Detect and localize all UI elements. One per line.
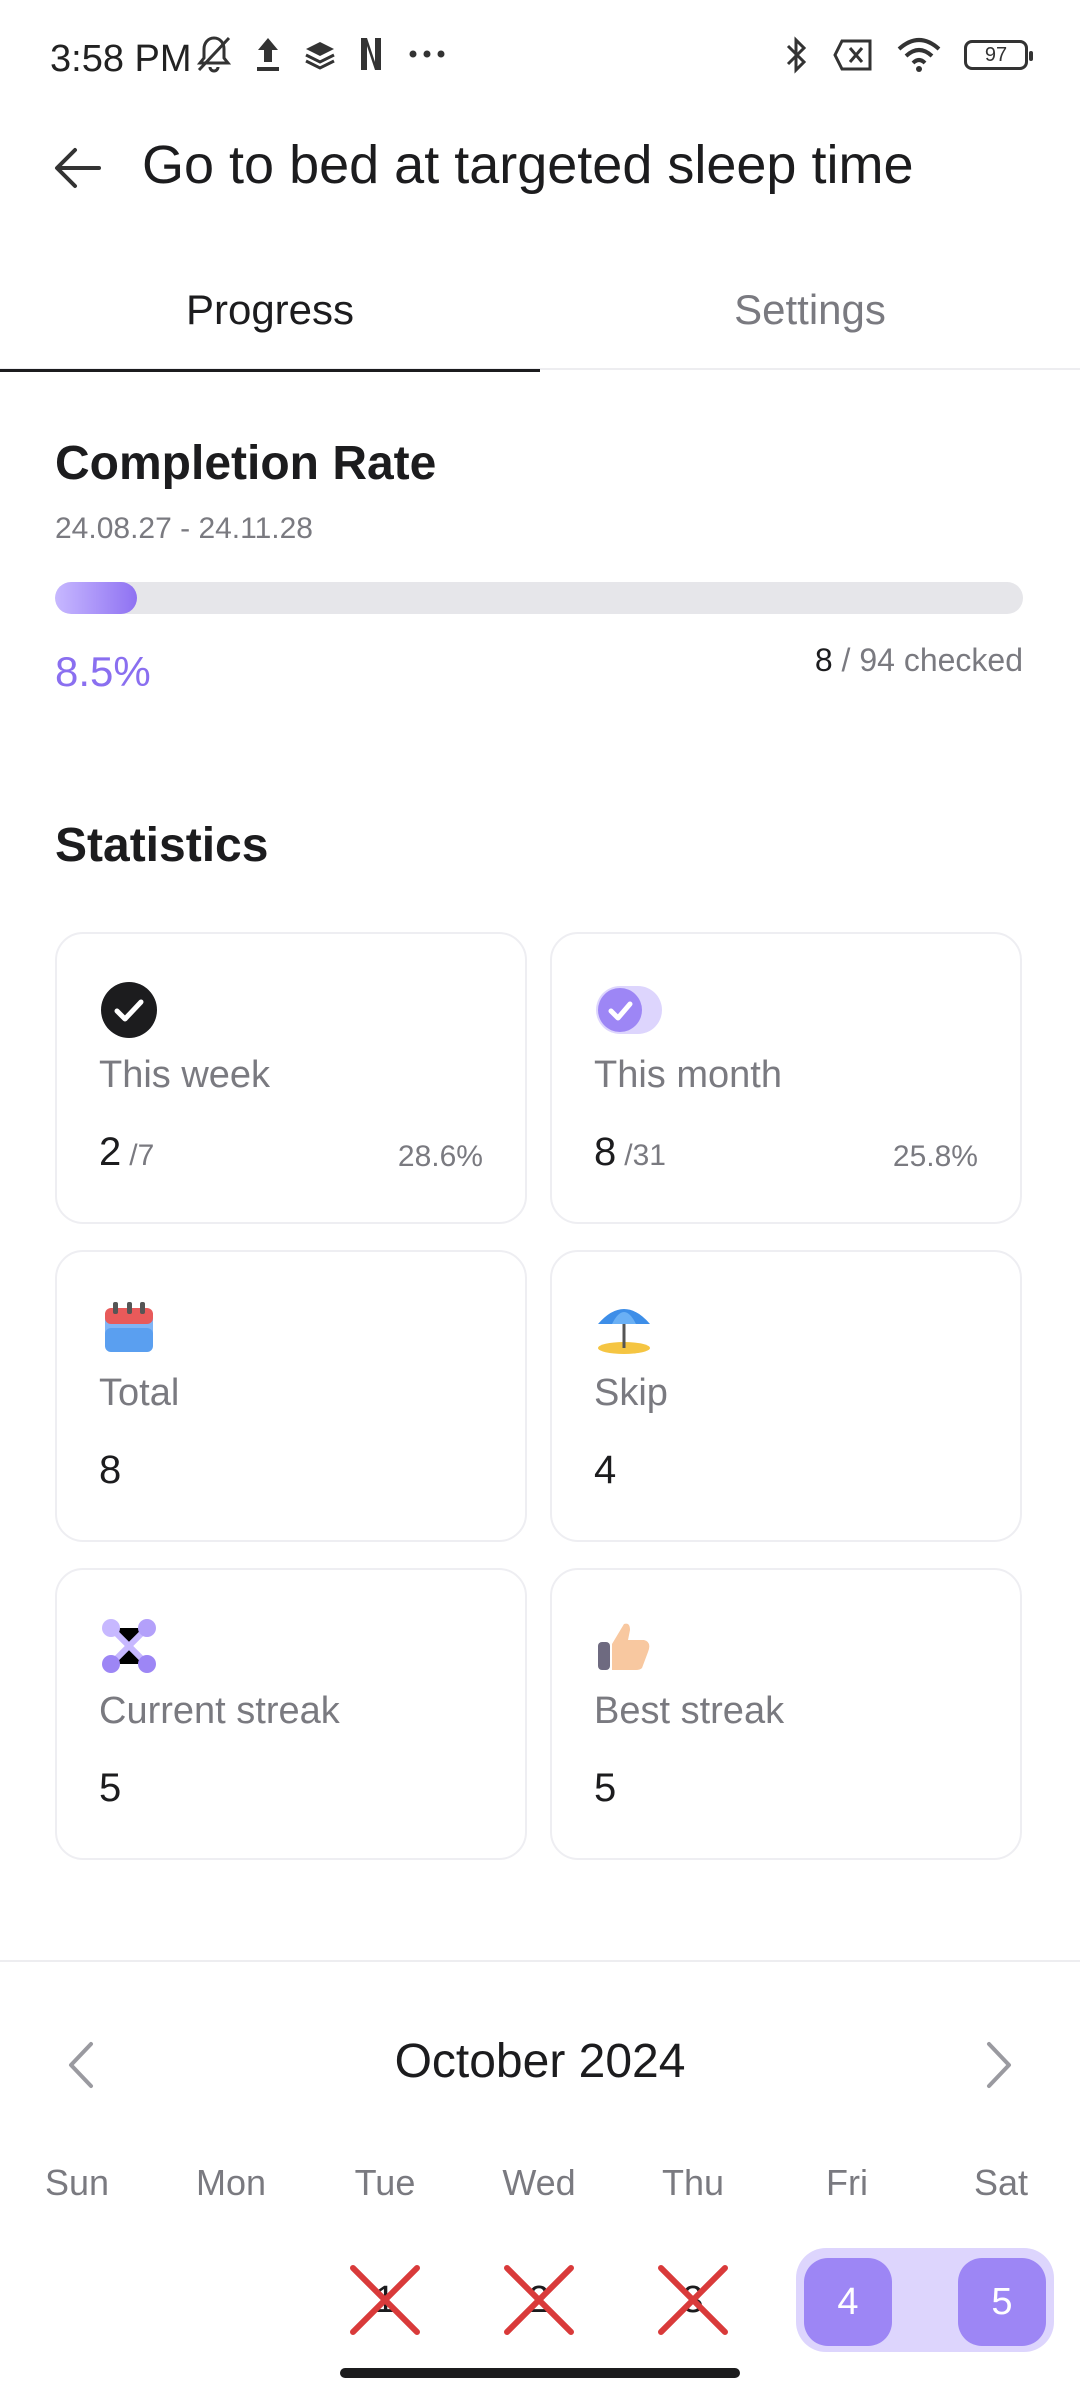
header: Go to bed at targeted sleep time [0,120,1080,220]
calendar-days-row: 1 2 3 4 5 [0,2248,1080,2360]
tab-bar: Progress Settings [0,250,1080,372]
stat-denominator: /31 [624,1139,666,1172]
statistics-title: Statistics [55,819,269,872]
weekday-label: Sun [44,2162,110,2203]
calendar-day-missed[interactable]: 3 [616,2250,770,2350]
stat-label: This week [99,1054,271,1096]
bluetooth-icon [786,36,807,74]
stat-card-skip: Skip 4 [550,1250,1022,1542]
stat-value: 8/31 [594,1130,666,1175]
stat-value-number: 2 [99,1130,122,1174]
chevron-right-icon [987,2042,1011,2088]
section-divider [0,1960,1080,1962]
status-icons-left [195,34,449,74]
next-month-button[interactable] [965,2030,1035,2100]
tab-progress[interactable]: Progress [0,250,540,372]
completion-progress-bar [55,582,1023,614]
stat-label: Skip [594,1372,668,1414]
weekday-label: Tue [354,2162,416,2203]
battery-indicator: 97 [964,40,1033,70]
sim-off-icon [833,39,872,71]
calendar-icon [105,1302,153,1352]
prev-month-button[interactable] [45,2030,115,2100]
stat-value-number: 8 [594,1130,617,1174]
date-range: 24.08.27 - 24.11.28 [55,512,313,545]
upload-icon [257,38,279,71]
weekday-label: Thu [661,2162,725,2203]
beach-umbrella-icon [598,1309,650,1354]
stat-value: 5 [594,1766,617,1810]
more-icon [409,50,445,58]
netflix-icon [361,38,381,70]
calendar-day-done[interactable]: 5 [958,2258,1046,2346]
stat-value: 5 [99,1766,122,1810]
completion-rate-title: Completion Rate [55,437,437,490]
status-bar: 3:58 PM 97 [0,0,1080,120]
stat-value: 2/7 [99,1130,154,1175]
check-circle-icon [101,982,157,1038]
stat-label: This month [594,1054,782,1096]
back-button[interactable] [46,136,110,200]
stat-label: Best streak [594,1690,785,1732]
thumbs-up-icon [598,1623,650,1670]
stat-card-this-month: This month 8/31 25.8% [550,932,1022,1224]
stat-percent: 25.8% [892,1140,978,1173]
wifi-icon [897,38,941,72]
checked-count: 8 / 94 checked [815,642,1023,679]
stat-card-total: Total 8 [55,1250,527,1542]
weekday-label: Mon [195,2162,267,2203]
chevron-left-icon [69,2042,93,2088]
calendar-day-missed[interactable]: 2 [462,2250,616,2350]
stat-card-current-streak: Current streak 5 [55,1568,527,1860]
stat-denominator: /7 [129,1139,155,1172]
arrow-left-icon [55,148,101,188]
calendar-day-missed[interactable]: 1 [308,2250,462,2350]
calendar-day-done[interactable]: 4 [804,2258,892,2346]
check-toggle-icon [596,986,662,1034]
stat-percent: 28.6% [397,1140,483,1173]
status-icons-right: 97 [782,34,1033,76]
checked-count-value: 8 [814,642,833,678]
missed-x-icon [350,2265,420,2335]
calendar-header: October 2024 [0,2020,1080,2110]
streak-nodes-icon [102,1619,156,1673]
mute-bell-icon [196,36,232,73]
page-title: Go to bed at targeted sleep time [142,135,914,195]
weekday-label: Wed [502,2162,576,2203]
weekday-label: Fri [826,2162,868,2203]
stat-card-best-streak: Best streak 5 [550,1568,1022,1860]
stat-value: 4 [594,1448,617,1492]
stat-label: Total [99,1372,180,1414]
missed-x-icon [658,2265,728,2335]
stat-label: Current streak [99,1690,340,1732]
completion-progress-fill [55,582,138,614]
home-indicator [340,2368,740,2378]
weekday-row: Sun Mon Tue Wed Thu Fri Sat [0,2162,1080,2204]
weekday-label: Sat [973,2162,1029,2203]
stat-value: 8 [99,1448,122,1492]
missed-x-icon [504,2265,574,2335]
checked-count-total: / 94 checked [841,642,1023,678]
completion-percent: 8.5% [55,648,151,695]
calendar-month: October 2024 [394,2035,686,2088]
tab-settings[interactable]: Settings [734,286,886,333]
status-time: 3:58 PM [50,38,192,80]
layers-icon [305,42,335,70]
stat-card-this-week: This week 2/7 28.6% [55,932,527,1224]
